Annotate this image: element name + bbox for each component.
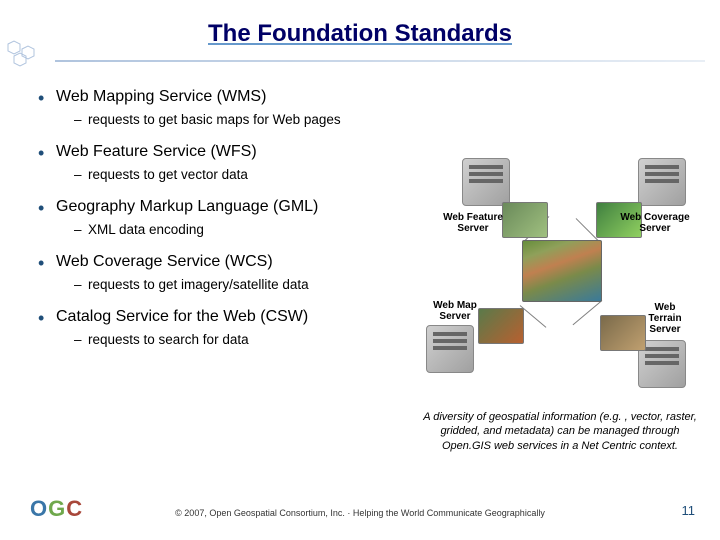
wts-label: WebTerrainServer: [630, 302, 700, 335]
bullet-sub: requests to get imagery/satellite data: [74, 277, 354, 294]
architecture-diagram: Web FeatureServer Web CoverageServer Web…: [420, 150, 705, 395]
bullet-main: Web Coverage Service (WCS): [38, 253, 418, 271]
bullet-sub: requests to search for data: [74, 332, 354, 349]
wcs-label: Web CoverageServer: [620, 212, 690, 234]
bullet-sub-text: requests to get basic maps for Web pages: [88, 112, 341, 127]
bullet-sub: requests to get basic maps for Web pages: [74, 112, 354, 129]
bullet-list: Web Mapping Service (WMS) requests to ge…: [38, 88, 418, 362]
bullet-main: Web Feature Service (WFS): [38, 143, 418, 161]
wms-server-icon: [426, 325, 474, 373]
footer-copyright: © 2007, Open Geospatial Consortium, Inc.…: [0, 508, 720, 518]
bullet-sub-text: XML data encoding: [88, 222, 204, 237]
bullet-main: Catalog Service for the Web (CSW): [38, 308, 418, 326]
bullet-main: Geography Markup Language (GML): [38, 198, 418, 216]
bullet-sub: XML data encoding: [74, 222, 354, 239]
page-number: 11: [682, 503, 696, 518]
wfs-thumb-icon: [502, 202, 548, 238]
hex-decoration-icon: [0, 38, 50, 68]
bullet-text: Catalog Service for the Web (CSW): [56, 308, 308, 325]
center-terrain-image: [522, 240, 602, 302]
wcs-server-icon: [638, 158, 686, 206]
wms-label: Web MapServer: [420, 300, 490, 322]
bullet-text: Web Coverage Service (WCS): [56, 253, 273, 270]
connector-line: [573, 300, 603, 325]
title-divider: [55, 60, 705, 62]
slide-title: The Foundation Standards: [0, 0, 720, 48]
bullet-text: Web Feature Service (WFS): [56, 143, 257, 160]
bullet-text: Geography Markup Language (GML): [56, 198, 318, 215]
wfs-label: Web FeatureServer: [438, 212, 508, 234]
bullet-main: Web Mapping Service (WMS): [38, 88, 418, 106]
bullet-text: Web Mapping Service (WMS): [56, 88, 266, 105]
bullet-sub-text: requests to get vector data: [88, 167, 248, 182]
bullet-sub-text: requests to get imagery/satellite data: [88, 277, 309, 292]
bullet-sub: requests to get vector data: [74, 167, 354, 184]
diagram-caption: A diversity of geospatial information (e…: [420, 410, 700, 453]
bullet-sub-text: requests to search for data: [88, 332, 249, 347]
wfs-server-icon: [462, 158, 510, 206]
